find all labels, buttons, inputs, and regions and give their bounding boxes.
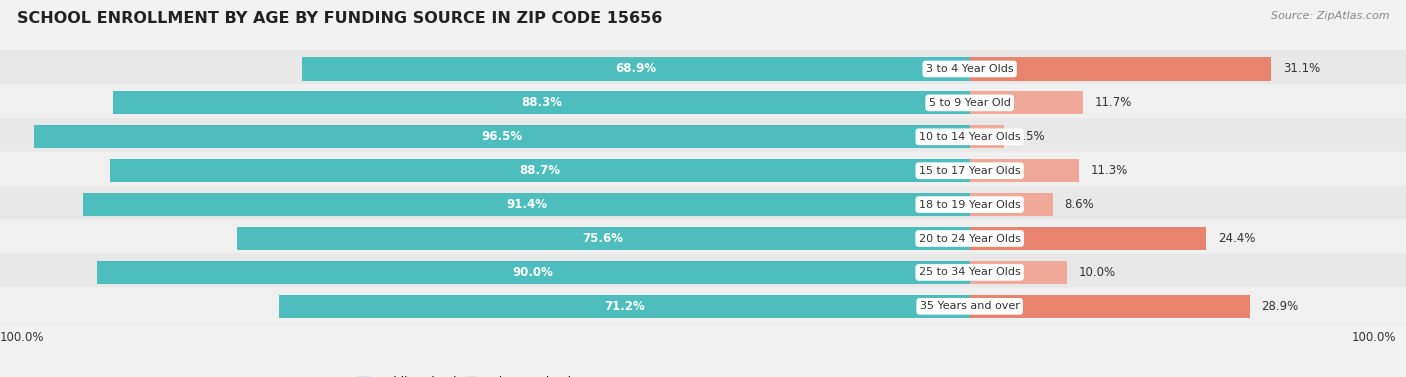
Text: 91.4%: 91.4% [506, 198, 547, 211]
Bar [110, 159, 970, 182]
Bar [114, 91, 970, 114]
Text: 11.7%: 11.7% [1095, 97, 1132, 109]
FancyBboxPatch shape [0, 185, 1406, 224]
Text: Source: ZipAtlas.com: Source: ZipAtlas.com [1271, 11, 1389, 21]
Text: 11.3%: 11.3% [1091, 164, 1128, 177]
Text: 25 to 34 Year Olds: 25 to 34 Year Olds [918, 267, 1021, 277]
Text: 31.1%: 31.1% [1282, 63, 1320, 75]
Text: 88.3%: 88.3% [522, 97, 562, 109]
Text: 3 to 4 Year Olds: 3 to 4 Year Olds [925, 64, 1014, 74]
Bar [83, 193, 970, 216]
Bar [236, 227, 970, 250]
Bar [970, 159, 1080, 182]
Text: 24.4%: 24.4% [1218, 232, 1256, 245]
Text: 68.9%: 68.9% [614, 63, 657, 75]
Legend: Public School, Private School: Public School, Private School [357, 376, 571, 377]
Text: 18 to 19 Year Olds: 18 to 19 Year Olds [918, 199, 1021, 210]
Text: SCHOOL ENROLLMENT BY AGE BY FUNDING SOURCE IN ZIP CODE 15656: SCHOOL ENROLLMENT BY AGE BY FUNDING SOUR… [17, 11, 662, 26]
Text: 15 to 17 Year Olds: 15 to 17 Year Olds [920, 166, 1021, 176]
FancyBboxPatch shape [0, 253, 1406, 291]
Text: 3.5%: 3.5% [1015, 130, 1045, 143]
FancyBboxPatch shape [0, 287, 1406, 325]
FancyBboxPatch shape [0, 219, 1406, 257]
Text: 96.5%: 96.5% [481, 130, 523, 143]
Text: 5 to 9 Year Old: 5 to 9 Year Old [929, 98, 1011, 108]
Text: 100.0%: 100.0% [0, 331, 45, 344]
FancyBboxPatch shape [0, 118, 1406, 156]
Text: 75.6%: 75.6% [582, 232, 624, 245]
Text: 20 to 24 Year Olds: 20 to 24 Year Olds [918, 233, 1021, 244]
Text: 100.0%: 100.0% [1351, 331, 1396, 344]
Text: 8.6%: 8.6% [1064, 198, 1094, 211]
Bar [301, 57, 970, 81]
Bar [970, 57, 1271, 81]
Bar [97, 261, 970, 284]
Bar [970, 125, 1004, 148]
Bar [970, 91, 1083, 114]
Text: 10 to 14 Year Olds: 10 to 14 Year Olds [920, 132, 1021, 142]
Text: 35 Years and over: 35 Years and over [920, 301, 1019, 311]
Bar [280, 295, 970, 318]
Bar [970, 193, 1053, 216]
FancyBboxPatch shape [0, 84, 1406, 122]
FancyBboxPatch shape [0, 152, 1406, 190]
Text: 10.0%: 10.0% [1078, 266, 1115, 279]
Bar [970, 295, 1250, 318]
Text: 88.7%: 88.7% [519, 164, 560, 177]
FancyBboxPatch shape [0, 50, 1406, 88]
Bar [970, 261, 1067, 284]
Text: 90.0%: 90.0% [513, 266, 554, 279]
Bar [34, 125, 970, 148]
Text: 71.2%: 71.2% [605, 300, 645, 313]
Bar [970, 227, 1206, 250]
Text: 28.9%: 28.9% [1261, 300, 1299, 313]
